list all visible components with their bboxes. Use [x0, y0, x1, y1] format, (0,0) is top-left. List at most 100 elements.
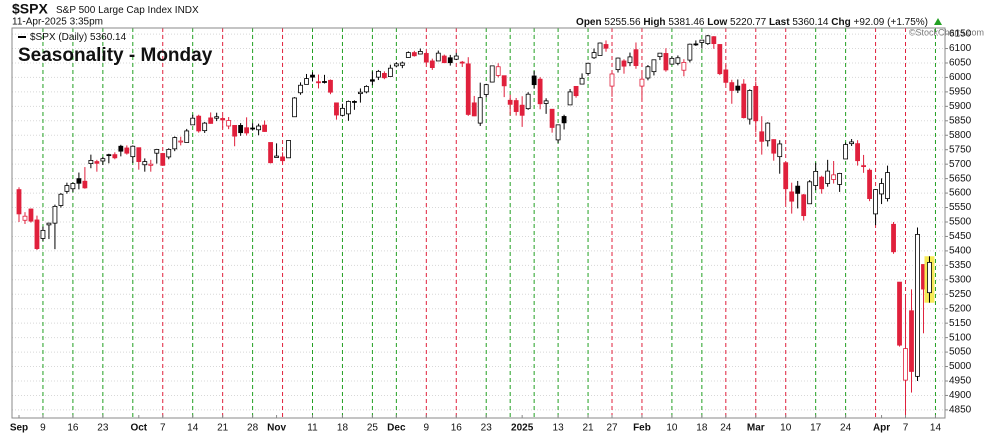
candle-body [298, 84, 303, 94]
x-tick-label: 7 [160, 423, 166, 434]
candle-body [292, 97, 297, 118]
candle-body [849, 141, 855, 145]
candle-body [861, 165, 866, 168]
candle-body [795, 185, 801, 194]
candle-body [759, 131, 765, 142]
candle-body [813, 170, 819, 186]
candle-body [489, 65, 495, 83]
candle-body [669, 57, 675, 65]
candle-body [399, 62, 405, 66]
x-tick-label: 7 [903, 423, 909, 434]
candle-body [16, 189, 22, 215]
candle-body [334, 102, 339, 116]
candle-body [310, 74, 315, 78]
x-tick-label: 24 [720, 423, 732, 434]
candle-body [747, 90, 753, 120]
candle-body [268, 142, 273, 164]
candle-body [106, 154, 112, 157]
candle-body [801, 194, 807, 217]
candle-body [52, 205, 58, 224]
y-tick-label: 5550 [949, 202, 972, 213]
candle-body [94, 161, 100, 164]
y-tick-label: 5200 [949, 303, 972, 314]
y-tick-label: 5600 [949, 188, 972, 199]
candle-body [346, 101, 351, 115]
y-tick-label: 6000 [949, 72, 972, 83]
candle-body [513, 100, 519, 112]
x-tick-label: 14 [930, 423, 942, 434]
x-tick-label: 17 [810, 423, 822, 434]
candle-body [172, 137, 178, 150]
candle-body [148, 163, 154, 166]
candle-body [825, 170, 831, 184]
candle-body [663, 53, 669, 71]
candle-body [771, 139, 777, 154]
candle-body [393, 63, 399, 67]
plot-area [12, 28, 948, 418]
y-tick-label: 4950 [949, 376, 972, 387]
candle-body [717, 44, 723, 75]
candle-body [555, 124, 561, 141]
exchange: INDX [175, 5, 199, 16]
candle-body [465, 63, 471, 115]
candle-body [220, 118, 226, 121]
candle-body [429, 60, 435, 69]
up-arrow [934, 18, 942, 25]
candle-body [375, 70, 381, 78]
x-tick-label: Apr [873, 423, 890, 434]
y-tick-label: 6150 [949, 29, 972, 40]
candle-body [447, 57, 453, 64]
candle-body [202, 122, 208, 132]
candle-body [693, 43, 699, 46]
legend-label: $SPX (Daily) [30, 32, 87, 43]
header-name: S&P 500 Large Cap Index INDX [56, 5, 199, 16]
y-tick-label: 4900 [949, 390, 972, 401]
candle-body [597, 42, 603, 56]
y-tick-label: 5900 [949, 101, 972, 112]
quote-label: Open [576, 17, 602, 28]
candle-body [831, 174, 837, 180]
candle-body [381, 72, 387, 79]
candle-body [507, 99, 513, 105]
candle-body [154, 149, 160, 154]
candle-body [873, 189, 878, 215]
candle-body [519, 104, 525, 116]
candle-body [58, 193, 64, 206]
candle-body [765, 122, 771, 142]
candle-body [28, 208, 34, 222]
x-tick-label: 23 [97, 423, 109, 434]
candle-body [304, 78, 309, 85]
x-tick-label: Sep [10, 423, 28, 434]
x-tick-label: 9 [40, 423, 46, 434]
candle-body [927, 262, 932, 294]
candle-body [897, 281, 902, 346]
candle-body [196, 115, 202, 132]
x-tick-label: 10 [666, 423, 678, 434]
x-tick-label: 14 [187, 423, 199, 434]
candle-body [783, 162, 789, 190]
candle-body [411, 52, 417, 57]
y-tick-label: 5450 [949, 231, 972, 242]
candle-body [915, 234, 920, 377]
quote-value: 5360.14 [792, 17, 829, 28]
y-tick-label: 6100 [949, 43, 972, 54]
candle-body [130, 145, 136, 158]
x-tick-label: 9 [424, 423, 430, 434]
x-tick-label: 10 [780, 423, 792, 434]
symbol: $SPX [12, 1, 48, 17]
candle-body [328, 79, 333, 93]
x-tick-label: 23 [481, 423, 493, 434]
candle-body [891, 223, 896, 253]
candle-body [843, 144, 849, 160]
x-tick-label: 25 [367, 423, 379, 434]
y-tick-label: 5000 [949, 361, 972, 372]
candle-body [603, 44, 609, 49]
candle-body [735, 85, 741, 91]
candle-body [256, 125, 261, 131]
candle-body [591, 52, 597, 59]
candle-body [136, 147, 142, 162]
quote-label: Last [769, 17, 790, 28]
x-tick-label: Feb [633, 423, 651, 434]
candle-body [879, 183, 884, 195]
candle-body [471, 102, 477, 117]
